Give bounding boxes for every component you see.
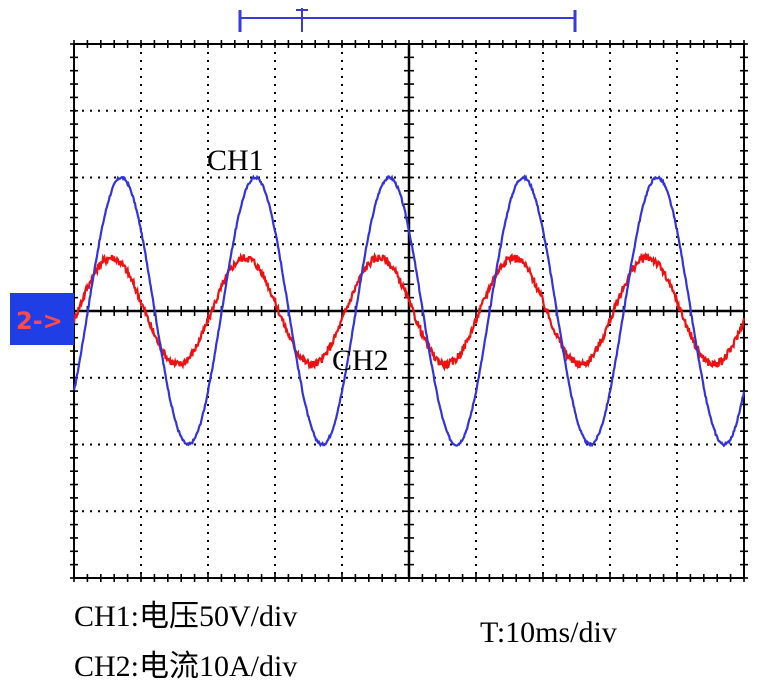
ground-marker-label: 2-> bbox=[16, 307, 63, 335]
ch1-trace-label: CH1 bbox=[207, 144, 264, 177]
ch2-trace-label: CH2 bbox=[332, 344, 389, 377]
ch1-scale-caption: CH1:电压50V/div bbox=[74, 600, 298, 633]
ch2-current-trace bbox=[72, 251, 746, 372]
grid bbox=[70, 40, 748, 582]
ground-marker: 2-> bbox=[10, 293, 74, 345]
ch2-scale-caption: CH2:电流10A/div bbox=[74, 650, 298, 683]
time-scale-caption: T:10ms/div bbox=[480, 616, 617, 649]
time-cursor-bar bbox=[238, 8, 577, 32]
ch1-voltage-trace bbox=[72, 174, 746, 448]
